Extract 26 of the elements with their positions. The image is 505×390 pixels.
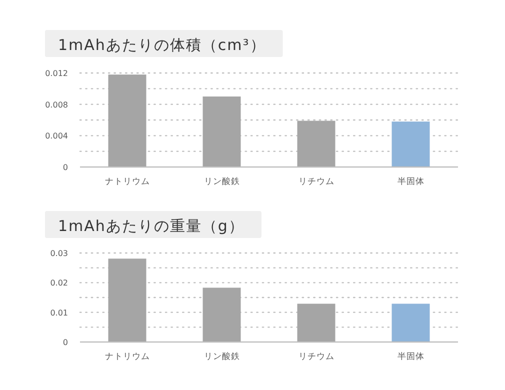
x-tick-label: 半固体 — [397, 176, 424, 187]
bar — [297, 120, 336, 167]
bar — [108, 74, 146, 167]
x-tick-label: ナトリウム — [104, 352, 150, 362]
x-tick-label: 半固体 — [397, 351, 424, 362]
bar — [108, 258, 146, 342]
y-tick-label: 0.008 — [45, 100, 68, 110]
bar — [202, 288, 241, 342]
y-tick-label: 0 — [62, 163, 68, 172]
y-tick-label: 0.004 — [45, 132, 68, 141]
x-tick-label: リチウム — [298, 352, 334, 362]
x-tick-label: リン酸鉄 — [204, 351, 240, 362]
chart-title: 1mAhあたりの体積（cm³） — [58, 36, 266, 54]
bar — [392, 122, 430, 167]
bar — [392, 304, 430, 342]
x-tick-label: リチウム — [298, 177, 334, 187]
y-tick-label: 0.01 — [50, 308, 68, 318]
y-tick-label: 0.012 — [45, 69, 68, 78]
y-tick-label: 0.03 — [50, 249, 68, 258]
x-tick-label: ナトリウム — [104, 177, 150, 187]
bar — [297, 304, 336, 342]
y-tick-label: 0.02 — [50, 278, 68, 288]
bar — [202, 96, 241, 167]
chart-title: 1mAhあたりの重量（g） — [58, 217, 244, 235]
x-tick-label: リン酸鉄 — [204, 176, 240, 187]
y-tick-label: 0 — [62, 338, 68, 347]
